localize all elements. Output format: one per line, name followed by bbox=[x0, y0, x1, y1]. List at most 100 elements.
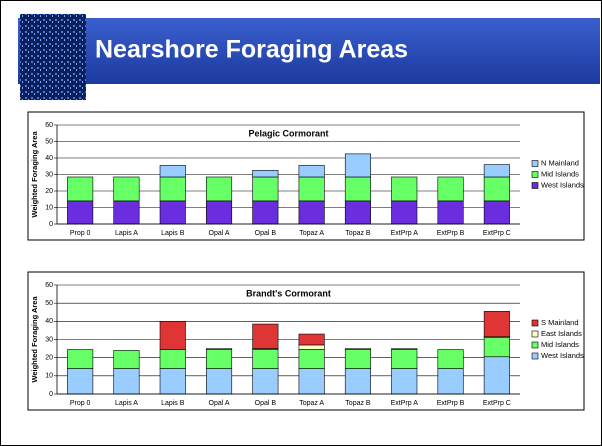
bar-segment bbox=[206, 201, 231, 224]
bar-segment bbox=[160, 165, 185, 177]
bar-segment bbox=[299, 165, 324, 177]
bar-segment bbox=[484, 165, 509, 177]
y-tick-label: 50 bbox=[45, 138, 53, 145]
legend-label: East Islands bbox=[541, 329, 582, 338]
x-tick-label: ExtPrp C bbox=[483, 400, 511, 407]
bar-segment bbox=[438, 201, 463, 224]
y-axis-label: Weighted Foraging Area bbox=[30, 296, 39, 383]
bar-segment bbox=[438, 177, 463, 201]
bar-segment bbox=[345, 177, 370, 201]
y-tick-label: 60 bbox=[45, 282, 53, 289]
chart-title: Brandt's Cormorant bbox=[246, 288, 331, 298]
legend-swatch bbox=[532, 183, 538, 189]
bar-segment bbox=[299, 349, 324, 368]
bar-segment bbox=[392, 177, 417, 201]
bar-segment bbox=[67, 349, 92, 368]
bar-segment bbox=[67, 201, 92, 224]
y-tick-label: 30 bbox=[45, 171, 53, 178]
bar-segment bbox=[253, 170, 278, 177]
y-tick-label: 20 bbox=[45, 355, 53, 362]
y-tick-label: 0 bbox=[49, 391, 53, 398]
y-tick-label: 40 bbox=[45, 318, 53, 325]
bar-segment bbox=[438, 369, 463, 394]
bar-segment bbox=[392, 349, 417, 368]
x-tick-label: Lapis B bbox=[161, 230, 185, 237]
x-tick-label: Topaz A bbox=[299, 230, 324, 237]
bar-segment bbox=[484, 338, 509, 357]
chart-title: Pelagic Cormorant bbox=[248, 128, 328, 138]
bar-segment bbox=[160, 369, 185, 394]
x-tick-label: Topaz A bbox=[299, 400, 324, 407]
y-tick-label: 60 bbox=[45, 122, 53, 129]
y-tick-label: 30 bbox=[45, 336, 53, 343]
bar-segment bbox=[160, 201, 185, 224]
bar-segment bbox=[67, 369, 92, 394]
y-axis-label: Weighted Foraging Area bbox=[30, 131, 39, 218]
y-tick-label: 20 bbox=[45, 188, 53, 195]
y-tick-label: 50 bbox=[45, 300, 53, 307]
x-tick-label: ExtPrp A bbox=[391, 400, 419, 407]
bar-segment bbox=[484, 357, 509, 394]
y-tick-label: 40 bbox=[45, 155, 53, 162]
bar-segment bbox=[392, 201, 417, 224]
bar-segment bbox=[160, 321, 185, 349]
bar-segment bbox=[206, 177, 231, 201]
bar-segment bbox=[67, 177, 92, 201]
x-tick-label: ExtPrp B bbox=[437, 400, 465, 407]
bar-segment bbox=[484, 201, 509, 224]
bar-segment bbox=[299, 369, 324, 394]
bar-segment bbox=[253, 177, 278, 201]
bar-segment bbox=[253, 324, 278, 349]
bar-segment bbox=[438, 349, 463, 368]
x-tick-label: Prop 0 bbox=[70, 400, 91, 407]
bar-segment bbox=[206, 369, 231, 394]
y-tick-label: 0 bbox=[49, 221, 53, 228]
x-tick-label: Topaz B bbox=[345, 230, 371, 237]
legend-swatch bbox=[532, 172, 538, 178]
slide: Nearshore Foraging Areas 0 10 20 30 40 50 60 We… bbox=[0, 0, 602, 446]
slide-title: Nearshore Foraging Areas bbox=[95, 36, 408, 64]
x-tick-label: Opal B bbox=[255, 400, 277, 407]
x-tick-label: ExtPrp B bbox=[437, 230, 465, 237]
x-tick-label: Opal B bbox=[255, 230, 277, 237]
y-tick-label: 10 bbox=[45, 373, 53, 380]
x-tick-label: Topaz B bbox=[345, 400, 371, 407]
x-tick-label: Lapis A bbox=[115, 230, 138, 237]
bar-segment bbox=[392, 349, 417, 350]
bar-segment bbox=[299, 334, 324, 345]
bar-segment bbox=[114, 177, 139, 201]
bar-segment bbox=[345, 349, 370, 350]
bar-segment bbox=[206, 349, 231, 350]
x-tick-label: ExtPrp C bbox=[483, 230, 511, 237]
bar-segment bbox=[253, 201, 278, 224]
bar-segment bbox=[253, 369, 278, 394]
bar-segment bbox=[345, 154, 370, 177]
bar-segment bbox=[114, 350, 139, 368]
x-tick-label: Prop 0 bbox=[70, 230, 91, 237]
bar-segment bbox=[299, 345, 324, 350]
legend-label: N Mainland bbox=[541, 158, 579, 167]
legend-swatch bbox=[532, 353, 538, 359]
y-tick-label: 10 bbox=[45, 204, 53, 211]
bar-segment bbox=[299, 177, 324, 201]
legend-label: Mid Islands bbox=[541, 340, 579, 349]
header-image bbox=[20, 14, 86, 100]
bar-segment bbox=[299, 201, 324, 224]
legend-label: West Islands bbox=[541, 351, 584, 360]
legend-label: West Islands bbox=[541, 180, 584, 189]
bar-segment bbox=[206, 349, 231, 368]
bar-segment bbox=[484, 177, 509, 201]
x-tick-label: ExtPrp A bbox=[391, 230, 419, 237]
bar-segment bbox=[253, 349, 278, 368]
x-tick-label: Opal A bbox=[209, 400, 230, 407]
legend-swatch bbox=[532, 331, 538, 337]
bar-segment bbox=[114, 201, 139, 224]
x-tick-label: Opal A bbox=[209, 230, 230, 237]
legend-swatch bbox=[532, 161, 538, 167]
legend-label: S Mainland bbox=[541, 318, 579, 327]
x-tick-label: Lapis B bbox=[161, 400, 185, 407]
legend-label: Mid Islands bbox=[541, 169, 579, 178]
bar-segment bbox=[345, 349, 370, 368]
x-tick-label: Lapis A bbox=[115, 400, 138, 407]
bar-segment bbox=[484, 311, 509, 336]
